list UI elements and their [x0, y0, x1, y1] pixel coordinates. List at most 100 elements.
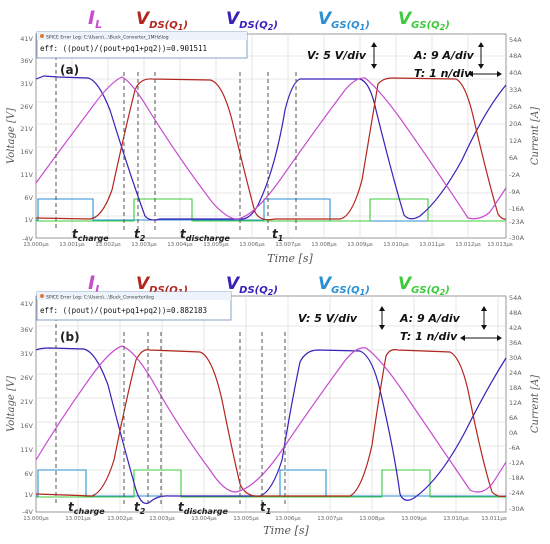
scale-t: T: 1 n/div — [414, 67, 472, 80]
tick-right: 48A — [509, 309, 522, 317]
tick-left: -4V — [22, 508, 33, 516]
tick-right: 54A — [509, 36, 522, 44]
il-trace — [35, 345, 507, 493]
tick-left: 11V — [20, 446, 33, 454]
scale-arrows-a — [371, 42, 502, 77]
tick-x: 13.009µs — [347, 242, 373, 248]
tick-left: 21V — [20, 125, 33, 133]
tick-left: 16V — [20, 148, 33, 156]
annotation-t1: t1 — [260, 500, 271, 516]
legend-a: IL VDS(Q1) VDS(Q2) VGS(Q1) VGS(Q2) — [88, 7, 450, 32]
annotation-tcharge: tcharge — [72, 227, 109, 243]
annotation-tdischarge: tdischarge — [180, 227, 230, 243]
error-log-title: SPICE Error Log: C:\Users\...\Buck_Conve… — [46, 295, 154, 301]
waveform-plot-b: IL VDS(Q1) VDS(Q2) VGS(Q1) VGS(Q2) 41V 3… — [6, 272, 541, 537]
vds-q1-trace — [35, 77, 507, 221]
markers-a — [55, 56, 297, 230]
tick-x: 13.007µs — [275, 242, 301, 248]
left-ticks-b: 41V 36V 31V 26V 21V 16V 11V 6V 1V -4V — [20, 300, 33, 516]
tick-left: 6V — [24, 470, 33, 478]
annotations-b: tcharge t2 tdischarge t1 — [68, 500, 271, 516]
left-ticks-a: 41V 36V 31V 26V 21V 16V 11V 6V 1V -4V — [20, 35, 33, 243]
tick-left: 26V — [20, 374, 33, 382]
tick-x: 13.010µs — [443, 516, 469, 522]
tick-x: 13.000µs — [23, 242, 49, 248]
tick-x: 13.006µs — [275, 516, 301, 522]
scale-a: A: 9 A/div — [399, 312, 461, 325]
tick-left: 41V — [20, 300, 33, 308]
scale-v: V: 5 V/div — [307, 49, 367, 62]
tick-x: 13.007µs — [317, 516, 343, 522]
plot-frame — [35, 33, 507, 239]
annotation-tdischarge: tdischarge — [178, 500, 228, 516]
tick-x: 13.000µs — [23, 516, 49, 522]
tick-right: 6A — [509, 414, 518, 422]
right-ticks-a: 54A 48A 40A 33A 26A 20A 12A 6A -2A -9A -… — [509, 36, 525, 242]
spice-icon — [40, 34, 44, 38]
tick-right: -23A — [509, 218, 525, 226]
panel-a: IL VDS(Q1) VDS(Q2) VGS(Q1) VGS(Q2) 41V 3… — [0, 0, 550, 270]
tick-right: 24A — [509, 369, 522, 377]
tick-right: -30A — [509, 505, 525, 513]
waveform-plot-a: IL VDS(Q1) VDS(Q2) VGS(Q1) VGS(Q2) 41V 3… — [6, 7, 541, 265]
tick-left: -4V — [22, 235, 33, 243]
error-log-window-b[interactable]: SPICE Error Log: C:\Users\...\Buck_Conve… — [36, 291, 232, 321]
tick-x: 13.004µs — [191, 516, 217, 522]
legend-vds-q1: VDS(Q1) — [136, 9, 188, 32]
error-log-window-a[interactable]: SPICE Error Log: C:\Users\...\Buck_Conve… — [36, 31, 248, 59]
tick-x: 13.001µs — [65, 516, 91, 522]
il-trace — [35, 76, 507, 220]
tick-x: 13.003µs — [149, 516, 175, 522]
scale-arrows-b — [379, 306, 502, 341]
tick-x: 13.005µs — [233, 516, 259, 522]
tick-right: 40A — [509, 69, 522, 77]
tick-right: -12A — [509, 459, 525, 467]
tick-right: 12A — [509, 137, 522, 145]
tick-right: -18A — [509, 474, 525, 482]
tick-left: 36V — [20, 326, 33, 334]
vds-q2-trace — [35, 75, 507, 221]
scale-box-b: V: 5 V/div A: 9 A/div T: 1 n/div — [298, 312, 461, 343]
tick-right: 48A — [509, 52, 522, 60]
panel-b: IL VDS(Q1) VDS(Q2) VGS(Q1) VGS(Q2) 41V 3… — [0, 270, 550, 540]
tick-left: 26V — [20, 103, 33, 111]
tick-left: 1V — [24, 216, 33, 224]
ylabel-left-b: Voltage [V] — [6, 376, 17, 432]
tick-right: 0A — [509, 429, 518, 437]
tick-right: -30A — [509, 234, 525, 242]
right-ticks-b: 54A 48A 42A 36A 30A 24A 18A 12A 6A 0A -6… — [509, 294, 525, 513]
tick-x: 13.008µs — [311, 242, 337, 248]
tick-x: 13.013µs — [487, 242, 513, 248]
legend-vgs-q1: VGS(Q1) — [318, 9, 370, 32]
tick-right: 12A — [509, 399, 522, 407]
tick-left: 21V — [20, 398, 33, 406]
panel-label-b: (b) — [60, 330, 80, 344]
scale-t: T: 1 n/div — [400, 330, 458, 343]
panel-label-a: (a) — [60, 63, 79, 77]
gate-pulses-a — [36, 198, 506, 222]
annotation-tcharge: tcharge — [68, 500, 105, 516]
tick-right: 18A — [509, 384, 522, 392]
plot-frame — [35, 295, 507, 513]
vgs-q2-trace — [36, 198, 506, 222]
tick-x: 13.002µs — [95, 242, 121, 248]
error-log-title: SPICE Error Log: C:\Users\...\Buck_Conve… — [46, 35, 169, 41]
vds-q2-trace — [35, 347, 507, 505]
ylabel-left-a: Voltage [V] — [6, 108, 17, 164]
tick-x: 13.010µs — [383, 242, 409, 248]
annotations-a: tcharge t2 tdischarge t1 — [72, 227, 283, 243]
tick-left: 6V — [24, 194, 33, 202]
legend-vgs-q1: VGS(Q1) — [318, 274, 370, 297]
annotation-t1: t1 — [272, 227, 283, 243]
tick-x: 13.005µs — [203, 242, 229, 248]
tick-left: 31V — [20, 80, 33, 88]
tick-x: 13.001µs — [59, 242, 85, 248]
tick-left: 36V — [20, 57, 33, 65]
tick-right: 20A — [509, 120, 522, 128]
tick-left: 11V — [20, 171, 33, 179]
tick-right: 6A — [509, 154, 518, 162]
tick-right: 54A — [509, 294, 522, 302]
tick-x: 13.004µs — [167, 242, 193, 248]
scale-v: V: 5 V/div — [298, 312, 358, 325]
x-ticks-b: 13.000µs 13.001µs 13.002µs 13.003µs 13.0… — [23, 516, 507, 522]
